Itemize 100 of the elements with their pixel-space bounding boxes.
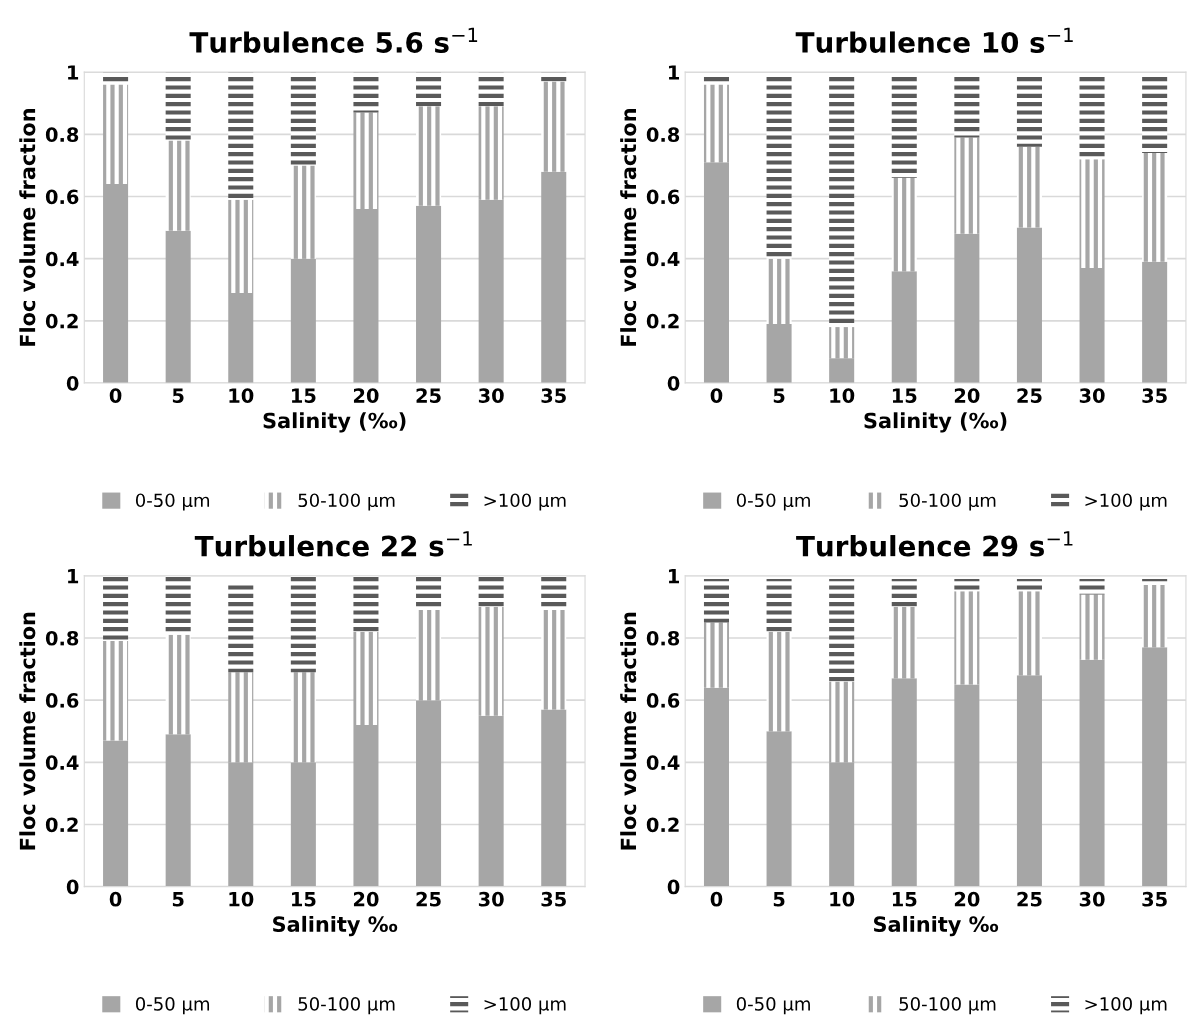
bar (954, 591, 980, 685)
x-tick-label: 10 (229, 891, 254, 907)
x-tick-label: 35 (1142, 891, 1167, 907)
bar (478, 575, 504, 607)
bar (541, 609, 567, 710)
bar (1079, 159, 1105, 269)
legend-label: 0-50 µm (736, 997, 810, 1015)
bar (766, 323, 792, 384)
bar (1016, 146, 1042, 228)
y-tick-label: 0 (66, 879, 79, 895)
chart-title: Turbulence 10 s$^{−1}$ (795, 27, 1073, 53)
bar (541, 171, 567, 384)
bar (891, 177, 917, 272)
y-tick-label: 0.2 (45, 817, 78, 833)
bar (290, 762, 316, 887)
bar (103, 84, 129, 185)
chart-title: Turbulence 5.6 s$^{−1}$ (189, 27, 478, 53)
bar (1142, 75, 1168, 153)
legend-label: >100 µm (1085, 997, 1167, 1015)
bar (766, 75, 792, 259)
x-tick-label: 30 (1079, 891, 1105, 907)
bar (1079, 578, 1105, 595)
bar (1016, 591, 1042, 676)
bar (1016, 227, 1042, 384)
x-tick-label: 15 (292, 388, 316, 403)
bar (954, 75, 980, 138)
bar (541, 709, 567, 887)
bar (891, 578, 917, 607)
legend-label: >100 µm (1085, 493, 1167, 511)
x-tick-label: 20 (954, 891, 980, 907)
bar (1142, 153, 1168, 262)
y-tick-label: 0.6 (45, 189, 79, 205)
bar (103, 575, 129, 642)
bar (829, 578, 855, 682)
y-tick-label: 0.6 (646, 693, 680, 708)
bar (416, 106, 442, 206)
y-tick-label: 0.2 (646, 313, 679, 329)
bar (103, 184, 129, 384)
bar (703, 162, 729, 384)
bar (290, 258, 316, 384)
x-axis-title: Salinity (‰) (263, 412, 406, 433)
bar (165, 575, 191, 635)
bar (1079, 268, 1105, 384)
y-tick-label: 0.2 (45, 313, 78, 329)
bar (829, 327, 855, 359)
bar (766, 578, 792, 632)
x-tick-label: 30 (478, 388, 504, 403)
y-tick-label: 0.6 (45, 693, 79, 708)
bar (766, 731, 792, 887)
bar (954, 233, 980, 384)
x-tick-label: 5 (773, 892, 785, 907)
bar (891, 271, 917, 384)
bar (703, 578, 729, 623)
y-axis-title: Floc volume fraction (19, 109, 36, 346)
bar (416, 609, 442, 701)
y-tick-label: 0.8 (45, 630, 79, 646)
x-tick-label: 0 (710, 388, 723, 403)
bar (1142, 647, 1168, 887)
x-tick-label: 5 (172, 892, 184, 907)
bar (228, 582, 254, 673)
x-tick-label: 0 (109, 891, 122, 907)
bar (954, 684, 980, 887)
x-tick-label: 30 (478, 891, 504, 907)
x-tick-label: 20 (353, 388, 379, 403)
bar (541, 81, 567, 172)
x-tick-label: 0 (109, 388, 122, 403)
y-axis-title: Floc volume fraction (620, 612, 637, 850)
bar (353, 575, 379, 632)
bar (954, 137, 980, 234)
bar (478, 199, 504, 384)
bar (290, 165, 316, 259)
bar (165, 634, 191, 735)
legend-label: >100 µm (484, 997, 566, 1015)
bar (290, 672, 316, 763)
bar (228, 672, 254, 763)
y-tick-label: 0.4 (646, 755, 680, 770)
bar (478, 606, 504, 716)
bar (103, 740, 129, 887)
bar (1079, 75, 1105, 160)
bar (766, 258, 792, 324)
y-tick-label: 1 (668, 569, 679, 584)
bar (703, 622, 729, 688)
bar (353, 112, 379, 209)
bar (165, 230, 191, 384)
y-tick-label: 0.4 (646, 251, 680, 267)
bar (353, 208, 379, 384)
bar (353, 725, 379, 887)
bar (290, 575, 316, 673)
y-tick-label: 0.6 (646, 189, 680, 205)
x-tick-label: 25 (1017, 388, 1042, 403)
y-tick-label: 0 (667, 376, 680, 391)
bar (829, 681, 855, 763)
bar (165, 734, 191, 887)
x-axis-title: Salinity ‰ (874, 915, 999, 937)
bar (703, 75, 729, 85)
legend-label: 0-50 µm (135, 493, 210, 511)
x-tick-label: 10 (830, 388, 855, 403)
bar (891, 606, 917, 679)
y-tick-label: 0 (667, 879, 680, 895)
x-tick-label: 30 (1079, 388, 1105, 403)
